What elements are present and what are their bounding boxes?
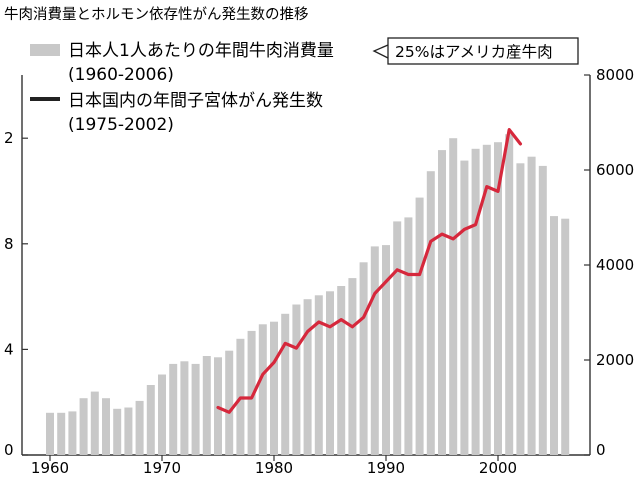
legend-swatch-line <box>30 97 60 101</box>
bar <box>527 156 536 455</box>
callout: 25%はアメリカ産牛肉 <box>372 37 579 65</box>
x-tick-label: 1980 <box>255 459 293 477</box>
callout-text: 25%はアメリカ産牛肉 <box>395 43 553 61</box>
bar <box>337 286 346 455</box>
x-tick-label: 1970 <box>143 459 181 477</box>
y-right-tick-label: 2000 <box>596 351 634 369</box>
bar <box>292 304 301 455</box>
bar <box>494 142 502 455</box>
bar <box>169 363 178 455</box>
bar <box>191 363 200 455</box>
bar <box>393 221 402 455</box>
legend-label-bar: 日本人1人あたりの年間牛肉消費量 <box>68 41 334 61</box>
bar <box>348 278 357 455</box>
y-right-tick-label: 0 <box>596 441 606 459</box>
y-left-tick-label: 0 <box>4 441 14 459</box>
legend: 日本人1人あたりの年間牛肉消費量 (1960-2006) 日本国内の年間子宮体が… <box>30 41 334 135</box>
bar <box>415 197 424 455</box>
legend-swatch-bar <box>30 44 60 56</box>
line-series-path <box>216 128 523 414</box>
bar <box>550 216 558 455</box>
callout-pointer <box>372 44 389 59</box>
legend-label-line: 日本国内の年間子宮体がん発生数 <box>68 91 323 111</box>
x-tick-label: 1990 <box>367 459 405 477</box>
bar <box>68 411 77 455</box>
bar <box>46 412 54 455</box>
bar <box>561 218 570 455</box>
y-left-axis-ticks: 0 4 8 2 <box>4 129 28 459</box>
bar <box>113 408 122 455</box>
legend-period-bar: (1960-2006) <box>68 65 174 85</box>
y-left-tick-label: 2 <box>4 129 14 147</box>
y-right-tick-label: 6000 <box>596 161 634 179</box>
bar <box>135 400 144 455</box>
bar <box>258 324 267 455</box>
bar <box>426 171 435 455</box>
bar <box>102 398 110 455</box>
x-tick-label: 1960 <box>31 459 69 477</box>
legend-period-line: (1975-2002) <box>68 115 174 135</box>
x-tick-label: 2000 <box>479 459 517 477</box>
bar <box>247 330 256 455</box>
y-right-tick-label: 8000 <box>596 66 634 84</box>
bar <box>505 134 514 455</box>
chart-title: 牛肉消費量とホルモン依存性がん発生数の推移 <box>4 6 309 23</box>
bar <box>438 150 446 455</box>
x-axis-ticks: 1960 1970 1980 1990 2000 <box>31 455 517 477</box>
y-left-tick-label: 8 <box>4 235 14 253</box>
bar <box>146 385 155 455</box>
callout-box <box>387 37 579 65</box>
bar <box>449 138 458 455</box>
bar <box>370 246 379 455</box>
bar <box>90 391 99 455</box>
bar <box>79 398 88 455</box>
bar <box>326 291 334 455</box>
bar <box>225 350 234 455</box>
y-right-axis-ticks: 0 2000 4000 6000 8000 <box>584 66 634 459</box>
y-left-tick-label: 4 <box>4 340 14 358</box>
bar <box>57 412 66 455</box>
bar <box>158 374 166 455</box>
bar-series <box>46 134 570 456</box>
bar <box>314 295 323 455</box>
bar <box>124 407 133 455</box>
bar <box>482 144 491 456</box>
bar <box>303 299 312 455</box>
line-series <box>216 128 523 414</box>
bar <box>516 163 525 456</box>
bar <box>404 217 413 455</box>
bar <box>281 313 290 455</box>
bar <box>382 245 390 455</box>
bar <box>202 356 211 455</box>
bar <box>538 165 547 455</box>
bar <box>270 321 278 455</box>
bar <box>471 148 480 456</box>
bar <box>359 262 368 455</box>
bar <box>180 361 189 455</box>
bar <box>460 160 469 455</box>
y-right-tick-label: 4000 <box>596 256 634 274</box>
